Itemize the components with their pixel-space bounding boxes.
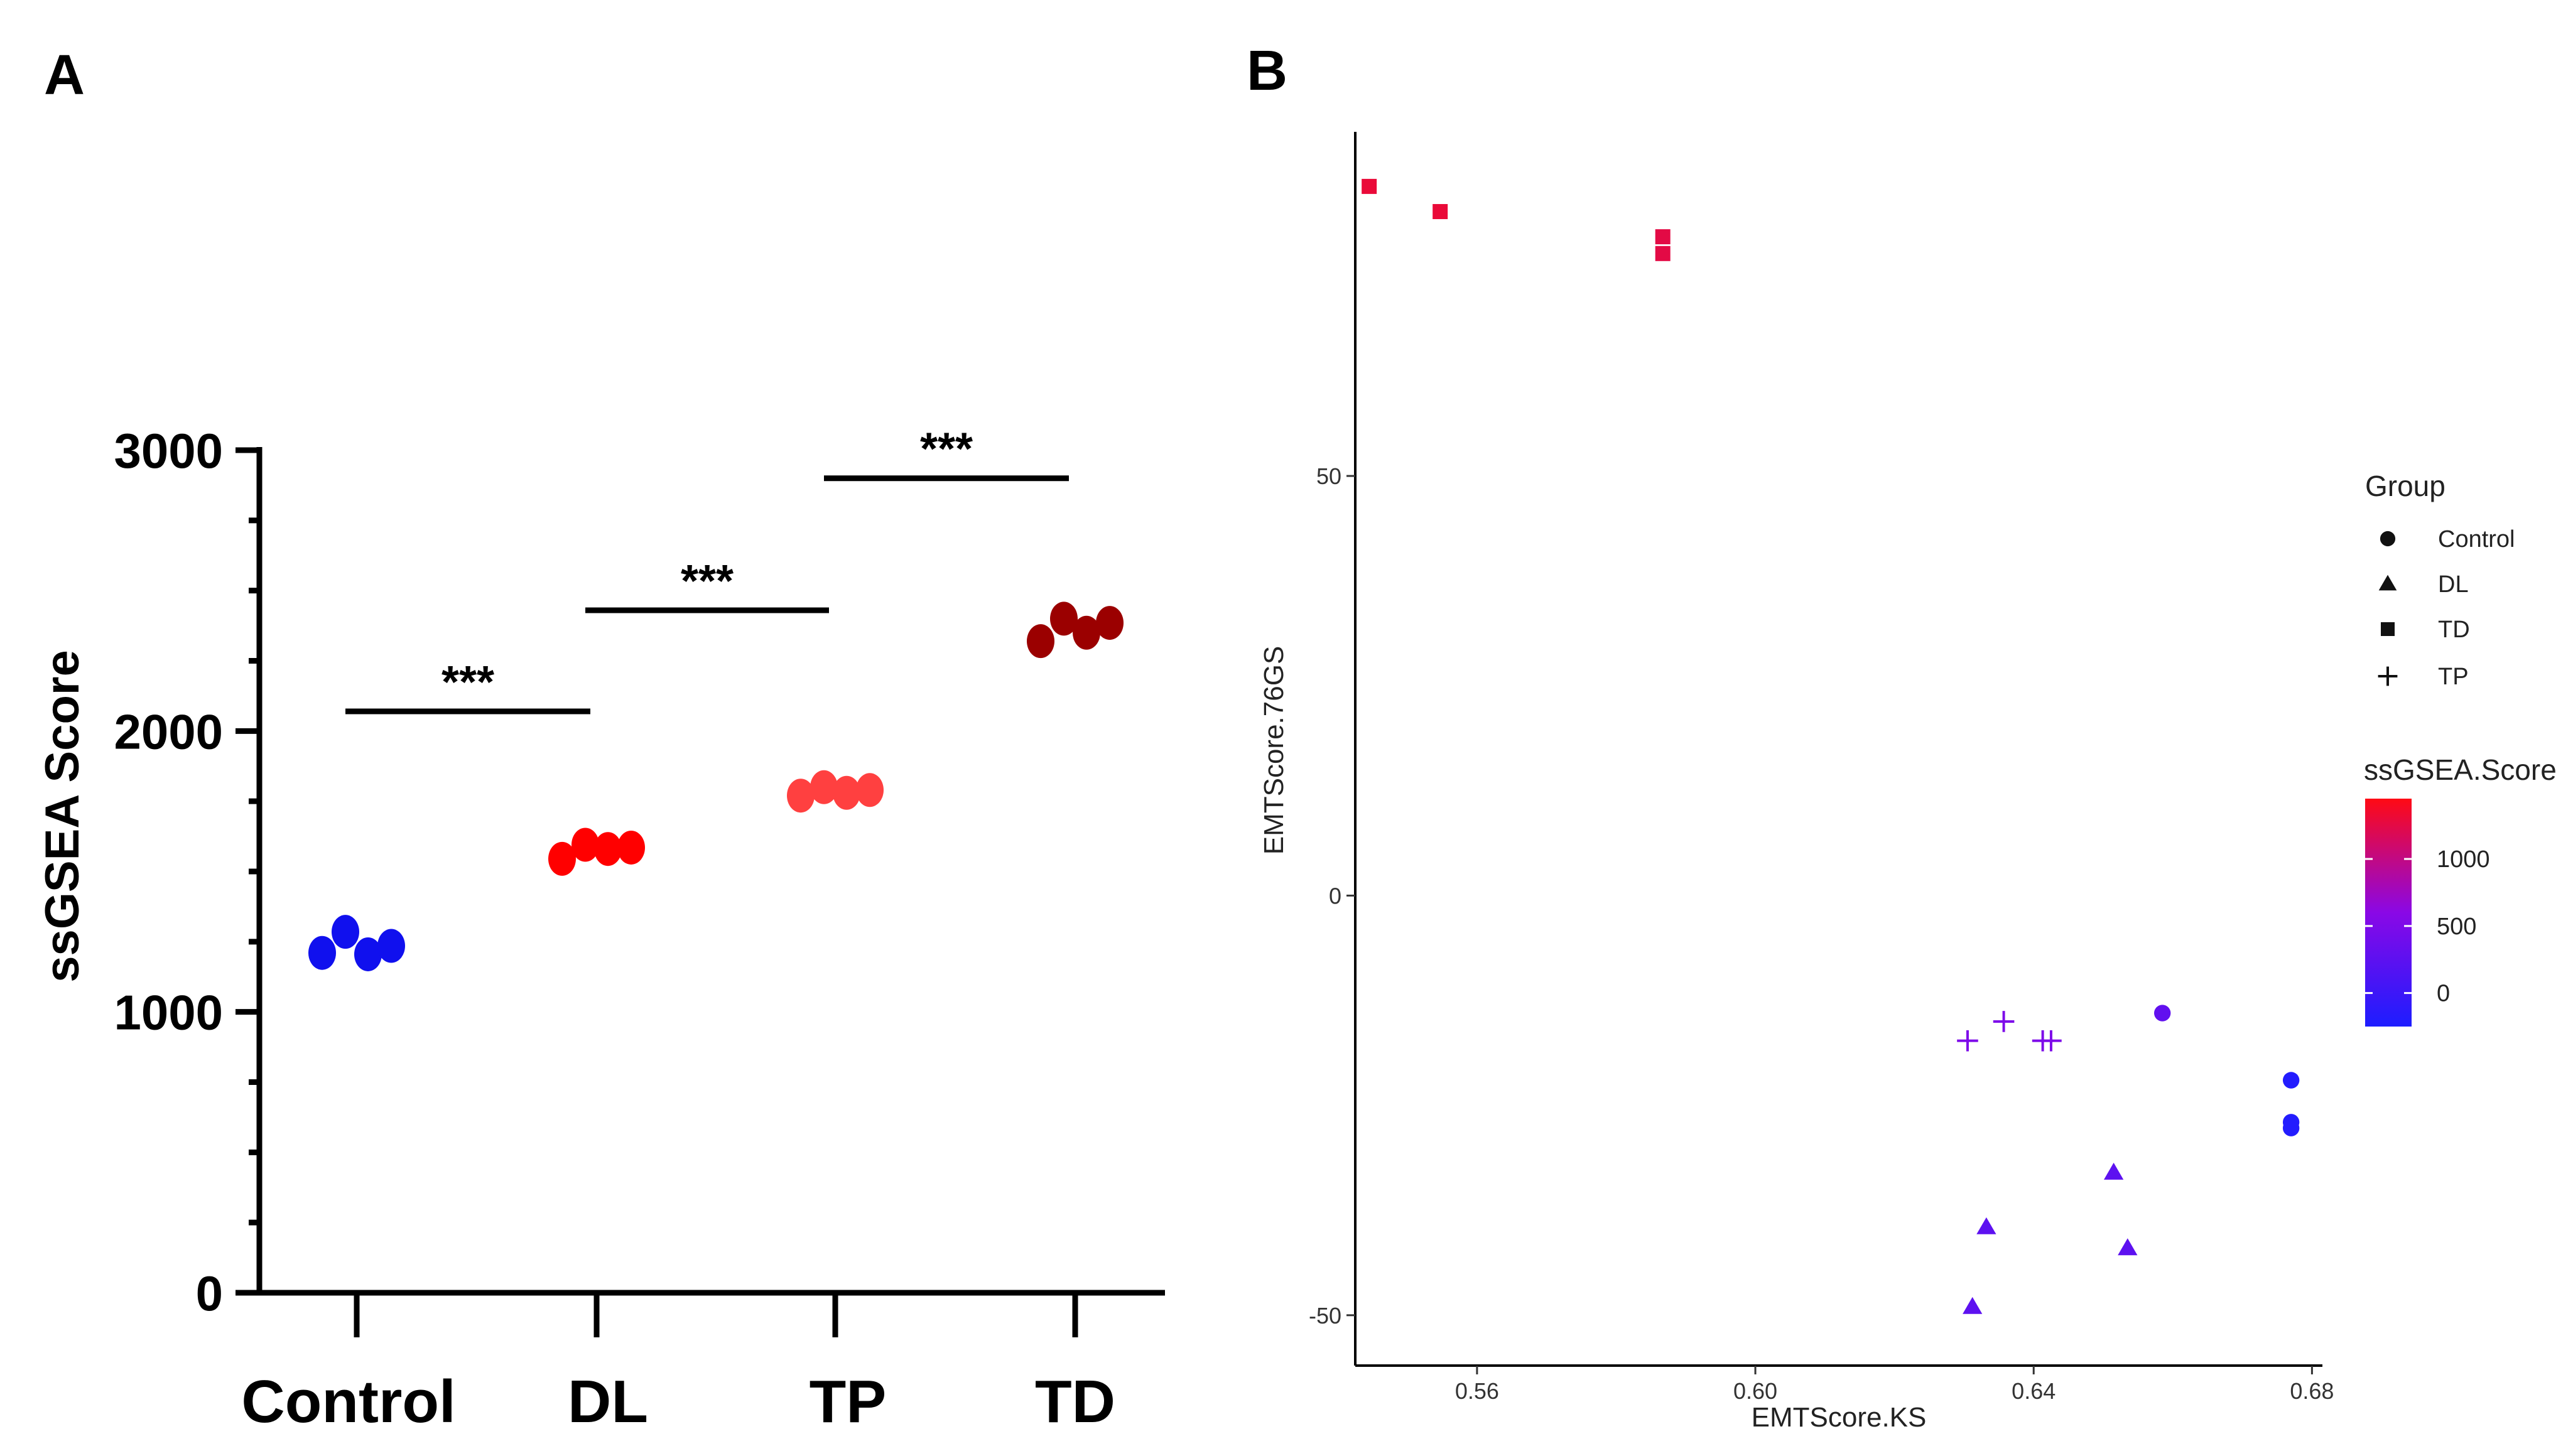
- a-point-control: [377, 929, 405, 963]
- a-point-dl: [617, 830, 645, 865]
- a-y-tick-label: 0: [196, 1266, 223, 1321]
- significance-stars: ***: [681, 556, 734, 607]
- a-point-control: [354, 937, 382, 971]
- legend-group-items: Control DL TD TP: [2378, 526, 2515, 690]
- a-x-tick-label: TP: [810, 1368, 887, 1435]
- b-point-td: [1655, 245, 1671, 261]
- b-point-dl: [2104, 1162, 2124, 1180]
- b-y-tick-label: 0: [1329, 883, 1341, 909]
- a-x-ticks: [354, 1293, 1078, 1337]
- a-point-dl: [571, 828, 599, 862]
- b-point-control: [2153, 1005, 2171, 1022]
- color-bar-tick-label: 500: [2437, 914, 2476, 940]
- significance-stars: ***: [441, 657, 494, 708]
- a-point-dl: [548, 841, 576, 876]
- b-point-control: [2282, 1119, 2300, 1136]
- panel-b-chart: -50 0 50 0.56 0.60 0.64 0.68 EMTScore.KS EMTS…: [1259, 132, 2557, 1433]
- b-point-td: [1362, 178, 1377, 194]
- b-point-dl: [2118, 1238, 2138, 1256]
- b-x-tick-label: 0.56: [1455, 1378, 1499, 1404]
- a-point-control: [308, 936, 336, 970]
- b-point-tp: [2040, 1030, 2062, 1052]
- a-point-td: [1050, 601, 1078, 636]
- legend-td-icon: [2381, 622, 2395, 636]
- color-bar-tick-label: 1000: [2437, 846, 2490, 873]
- b-point-dl: [1963, 1297, 1983, 1314]
- color-bar: [2365, 799, 2412, 1027]
- color-bar-ticks: 1000 500 0: [2365, 846, 2490, 1007]
- a-point-td: [1096, 606, 1124, 640]
- b-y-axis-label: EMTScore.76GS: [1259, 646, 1289, 855]
- a-point-tp: [810, 770, 838, 804]
- a-y-ticks: [236, 447, 259, 1296]
- a-point-td: [1073, 615, 1100, 650]
- b-point-tp: [1993, 1011, 2015, 1032]
- b-point-td: [1433, 203, 1448, 219]
- a-y-tick-label: 3000: [114, 423, 223, 478]
- b-point-tp: [1957, 1030, 1978, 1052]
- b-point-control: [2282, 1072, 2300, 1089]
- b-x-tick-label: 0.60: [1733, 1378, 1777, 1404]
- b-y-tick-label: 50: [1316, 463, 1341, 489]
- a-y-tick-labels: 0 1000 2000 3000: [114, 423, 223, 1321]
- color-bar-tick-label: 0: [2437, 981, 2450, 1007]
- b-point-td: [1655, 229, 1671, 245]
- legend-control-icon: [2380, 531, 2396, 547]
- b-legend: Group Control DL TD TP ssGSEA.Score 1000 500…: [2364, 470, 2557, 1027]
- legend-color-title: ssGSEA.Score: [2364, 753, 2557, 786]
- a-point-tp: [787, 779, 815, 813]
- b-x-tick-label: 0.64: [2012, 1378, 2056, 1404]
- a-significance: *** *** ***: [345, 424, 1069, 715]
- a-point-tp: [833, 775, 860, 810]
- b-y-tick-label: -50: [1309, 1303, 1341, 1329]
- legend-dl-label: DL: [2438, 571, 2469, 598]
- b-x-ticks: 0.56 0.60 0.64 0.68: [1455, 1366, 2334, 1404]
- a-point-dl: [594, 832, 622, 866]
- panel-a-label: A: [44, 44, 85, 107]
- a-x-tick-labels: Control DL TP TD: [241, 1368, 1115, 1435]
- legend-group-title: Group: [2365, 470, 2446, 502]
- b-x-axis-label: EMTScore.KS: [1752, 1402, 1927, 1433]
- a-x-tick-label: Control: [241, 1368, 455, 1435]
- b-x-tick-label: 0.68: [2290, 1378, 2334, 1404]
- a-x-tick-label: DL: [568, 1368, 648, 1435]
- a-point-tp: [856, 773, 884, 807]
- panel-a-chart: 0 1000 2000 3000 Control DL TP TD *** *** *** ss…: [36, 423, 1165, 1435]
- a-data-points: [308, 601, 1124, 971]
- b-y-ticks: -50 0 50: [1309, 463, 1355, 1329]
- a-y-axis-label: ssGSEA Score: [36, 650, 89, 982]
- a-point-control: [332, 915, 359, 949]
- b-data-points: [1362, 178, 2300, 1314]
- legend-td-label: TD: [2438, 617, 2470, 643]
- a-x-tick-label: TD: [1035, 1368, 1115, 1435]
- b-point-dl: [1976, 1217, 1996, 1234]
- significance-stars: ***: [920, 424, 973, 475]
- a-point-td: [1027, 624, 1054, 659]
- legend-control-label: Control: [2438, 526, 2515, 553]
- a-y-tick-label: 1000: [114, 985, 223, 1040]
- panel-b-label: B: [1247, 40, 1287, 102]
- legend-dl-icon: [2378, 574, 2397, 591]
- legend-tp-label: TP: [2438, 664, 2469, 690]
- legend-tp-icon: [2378, 666, 2398, 686]
- a-y-tick-label: 2000: [114, 704, 223, 759]
